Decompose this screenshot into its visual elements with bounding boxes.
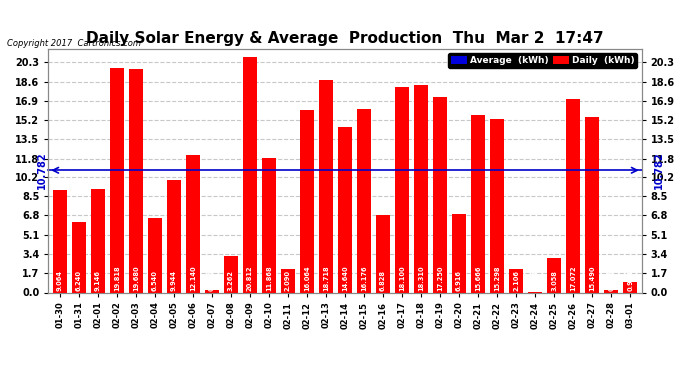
Text: 17.250: 17.250 bbox=[437, 265, 443, 291]
Text: 6.916: 6.916 bbox=[456, 270, 462, 291]
Bar bbox=[604, 290, 618, 292]
Bar bbox=[452, 214, 466, 292]
Bar bbox=[300, 110, 314, 292]
Bar bbox=[490, 119, 504, 292]
Bar bbox=[338, 126, 352, 292]
Text: 6.540: 6.540 bbox=[152, 270, 158, 291]
Bar bbox=[357, 109, 371, 292]
Bar bbox=[205, 290, 219, 292]
Bar bbox=[509, 268, 523, 292]
Text: 6.828: 6.828 bbox=[380, 270, 386, 291]
Bar bbox=[224, 255, 238, 292]
Bar bbox=[72, 222, 86, 292]
Bar bbox=[585, 117, 600, 292]
Text: 18.310: 18.310 bbox=[418, 265, 424, 291]
Text: 0.260: 0.260 bbox=[209, 270, 215, 291]
Text: 15.298: 15.298 bbox=[494, 265, 500, 291]
Text: 11.868: 11.868 bbox=[266, 265, 272, 291]
Bar bbox=[471, 115, 485, 292]
Bar bbox=[243, 57, 257, 292]
Legend: Average  (kWh), Daily  (kWh): Average (kWh), Daily (kWh) bbox=[448, 53, 637, 68]
Bar bbox=[376, 215, 390, 292]
Text: 18.100: 18.100 bbox=[399, 265, 405, 291]
Text: 10.782: 10.782 bbox=[37, 152, 48, 189]
Text: 3.058: 3.058 bbox=[551, 270, 558, 291]
Bar bbox=[433, 97, 447, 292]
Text: 16.176: 16.176 bbox=[361, 265, 367, 291]
Bar bbox=[414, 85, 428, 292]
Text: Copyright 2017  Cartronics.com: Copyright 2017 Cartronics.com bbox=[7, 39, 141, 48]
Bar bbox=[319, 80, 333, 292]
Text: 20.812: 20.812 bbox=[247, 265, 253, 291]
Text: 9.064: 9.064 bbox=[57, 270, 63, 291]
Bar bbox=[623, 282, 638, 292]
Text: 2.090: 2.090 bbox=[285, 270, 291, 291]
Bar bbox=[167, 180, 181, 292]
Bar bbox=[281, 269, 295, 292]
Bar bbox=[566, 99, 580, 292]
Text: 16.064: 16.064 bbox=[304, 265, 310, 291]
Text: 6.240: 6.240 bbox=[76, 270, 81, 291]
Text: 17.072: 17.072 bbox=[570, 265, 576, 291]
Text: 9.146: 9.146 bbox=[95, 270, 101, 291]
Bar bbox=[395, 87, 409, 292]
Text: 3.262: 3.262 bbox=[228, 270, 234, 291]
Bar bbox=[148, 218, 162, 292]
Bar bbox=[186, 155, 200, 292]
Bar bbox=[110, 68, 124, 292]
Text: 19.818: 19.818 bbox=[114, 265, 120, 291]
Text: 18.718: 18.718 bbox=[323, 265, 329, 291]
Title: Daily Solar Energy & Average  Production  Thu  Mar 2  17:47: Daily Solar Energy & Average Production … bbox=[86, 31, 604, 46]
Text: 2.106: 2.106 bbox=[513, 270, 519, 291]
Bar bbox=[52, 190, 67, 292]
Bar bbox=[547, 258, 562, 292]
Text: 0.944: 0.944 bbox=[627, 270, 633, 291]
Text: 0.054: 0.054 bbox=[532, 270, 538, 291]
Text: 19.680: 19.680 bbox=[132, 265, 139, 291]
Text: 9.944: 9.944 bbox=[171, 270, 177, 291]
Text: 15.490: 15.490 bbox=[589, 265, 595, 291]
Text: 0.226: 0.226 bbox=[609, 270, 614, 291]
Text: 12.140: 12.140 bbox=[190, 265, 196, 291]
Text: 14.640: 14.640 bbox=[342, 265, 348, 291]
Bar bbox=[128, 69, 143, 292]
Text: 10.782: 10.782 bbox=[653, 152, 664, 189]
Bar bbox=[262, 158, 276, 292]
Bar bbox=[90, 189, 105, 292]
Text: 15.666: 15.666 bbox=[475, 265, 481, 291]
